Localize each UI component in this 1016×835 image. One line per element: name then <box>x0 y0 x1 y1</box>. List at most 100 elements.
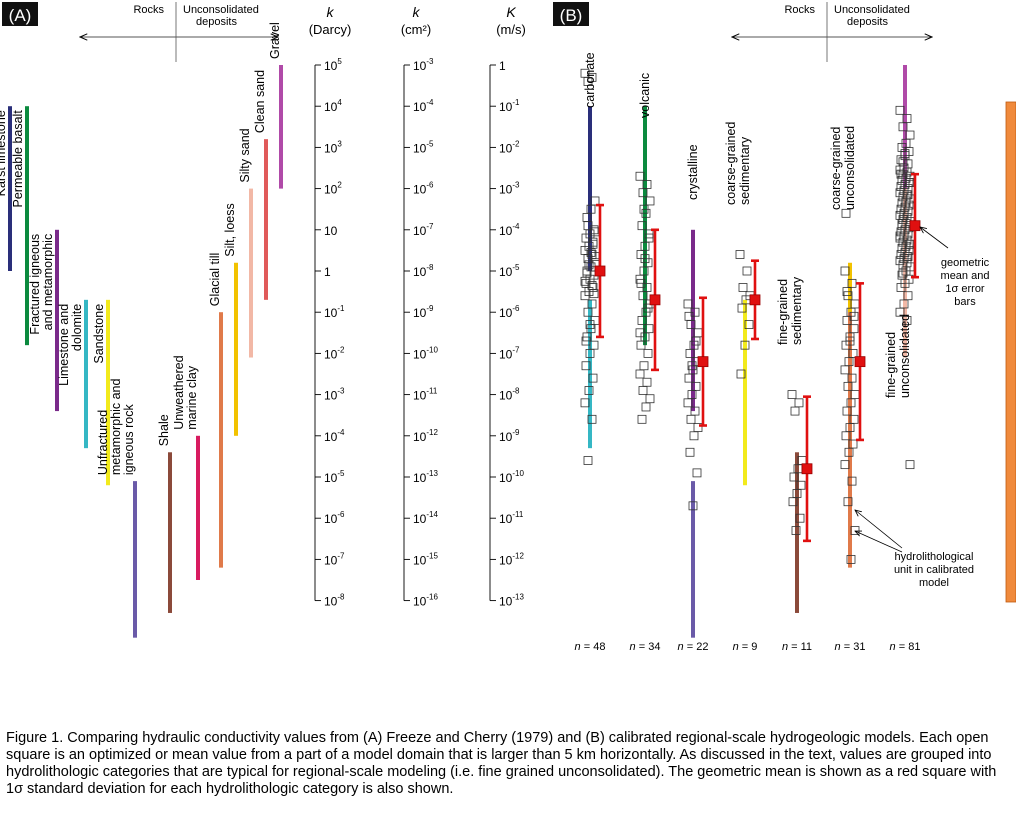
category-label: coarse-grainedunconsolidated <box>829 126 857 210</box>
range-bar <box>133 481 137 638</box>
data-point <box>850 526 860 535</box>
data-point <box>789 472 799 482</box>
data-point <box>581 336 591 346</box>
axis-tick-label: 10-6 <box>324 510 345 526</box>
sample-count-label: n = 11 <box>782 641 812 653</box>
axis-tick-label: 10-4 <box>499 222 520 238</box>
axis-tick-label: 10-5 <box>324 469 345 485</box>
data-point <box>638 386 648 395</box>
range-label: Permeable basalt <box>11 110 25 208</box>
data-point <box>692 468 702 478</box>
range-unfractured: Unfracturedmetamorphic andigneous rock <box>96 378 137 638</box>
data-point <box>584 386 594 395</box>
data-point <box>584 260 594 270</box>
data-point <box>644 229 654 239</box>
data-point <box>642 377 652 387</box>
data-point <box>841 208 851 218</box>
range-silty-sand: Silty sand <box>238 128 253 358</box>
axis-tick-label: 10-15 <box>413 551 438 567</box>
range-permeable-basalt: Permeable basalt <box>11 106 29 346</box>
axis-tick-label: 104 <box>324 98 342 114</box>
range-bar <box>8 106 12 271</box>
data-point <box>735 250 745 259</box>
data-point <box>790 406 800 416</box>
category-label: carbonate <box>583 52 597 108</box>
data-point <box>895 105 905 115</box>
range-bar <box>84 299 88 449</box>
geometric-mean-marker <box>909 220 921 232</box>
category-range-bar <box>903 188 907 358</box>
range-shale: Shale <box>157 414 172 613</box>
axis-unit: (cm²) <box>401 22 431 37</box>
geometric-mean-marker <box>854 356 866 368</box>
range-label: Unfracturedmetamorphic andigneous rock <box>96 378 136 475</box>
data-point <box>844 447 854 457</box>
axis-tick-label: 10-8 <box>499 387 520 403</box>
data-point <box>587 414 597 424</box>
category-range-bar <box>743 299 747 486</box>
range-bar <box>196 435 200 580</box>
data-point <box>738 283 748 292</box>
data-point <box>581 361 591 371</box>
range-label: Unweatheredmarine clay <box>172 355 199 429</box>
geometric-mean-marker <box>749 294 761 306</box>
sample-count-label: n = 81 <box>890 641 921 653</box>
data-point <box>637 221 647 231</box>
category-label: fine-grainedsedimentary <box>776 276 804 345</box>
data-point <box>687 361 697 371</box>
range-label: Limestone anddolomite <box>57 304 84 386</box>
data-point <box>636 340 646 350</box>
geometric-mean-marker <box>697 356 709 368</box>
range-label: Silt, loess <box>223 203 237 257</box>
data-point <box>742 266 752 276</box>
axis-tick-label: 10-13 <box>413 469 438 485</box>
axis-tick-label: 10-4 <box>324 428 345 444</box>
axis-tick-label: 10-12 <box>499 551 524 567</box>
data-point <box>683 398 693 408</box>
range-limestone-and: Limestone anddolomite <box>57 299 88 449</box>
range-bar <box>279 65 283 189</box>
range-label: Shale <box>157 414 171 446</box>
panel-b-header-left: Rocks <box>784 4 815 16</box>
axis-tick-label: 10-3 <box>324 387 345 403</box>
range-bar <box>249 188 253 358</box>
sample-count-label: n = 48 <box>575 641 606 653</box>
data-point <box>638 291 648 301</box>
panel-a: (A) Rocks Unconsolidated deposits k (Darcy… <box>0 2 526 638</box>
axis-tick-label: 10-7 <box>413 222 434 238</box>
axis-tick-label: 10-11 <box>413 387 438 403</box>
data-point <box>905 460 915 470</box>
data-point <box>635 369 645 379</box>
geometric-mean-marker <box>649 294 661 306</box>
data-point <box>639 361 649 371</box>
axis-tick-label: 10-14 <box>413 510 438 526</box>
data-point <box>684 311 694 321</box>
axis-tick-label: 10-5 <box>499 263 520 279</box>
data-point <box>685 348 695 358</box>
data-point <box>797 456 807 465</box>
data-point <box>895 231 905 241</box>
range-silt-loess: Silt, loess <box>223 203 238 436</box>
axis-tick-label: 10-8 <box>413 263 434 279</box>
axis-tick-label: 10-7 <box>324 551 345 567</box>
category-range-bar <box>903 65 907 189</box>
axis-tick-label: 10-1 <box>499 98 520 114</box>
range-bar <box>234 262 238 436</box>
data-point <box>583 307 593 317</box>
panel-b-label: (B) <box>560 6 583 25</box>
data-point <box>640 254 650 264</box>
data-point <box>636 278 646 288</box>
axis-tick-label: 10-5 <box>413 139 434 155</box>
category-range-bar <box>795 452 799 613</box>
category-label: fine-grainedunconsolidated <box>884 314 912 398</box>
figure-caption: Figure 1. Comparing hydraulic conductivi… <box>6 730 997 797</box>
data-point <box>645 196 655 206</box>
data-point <box>841 431 851 441</box>
data-point <box>849 311 859 321</box>
category-volcanic: volcanic n = 34 <box>630 73 661 653</box>
data-point <box>794 398 804 408</box>
range-label: Silty sand <box>238 128 252 182</box>
axis-tick-label: 10-4 <box>413 98 434 114</box>
